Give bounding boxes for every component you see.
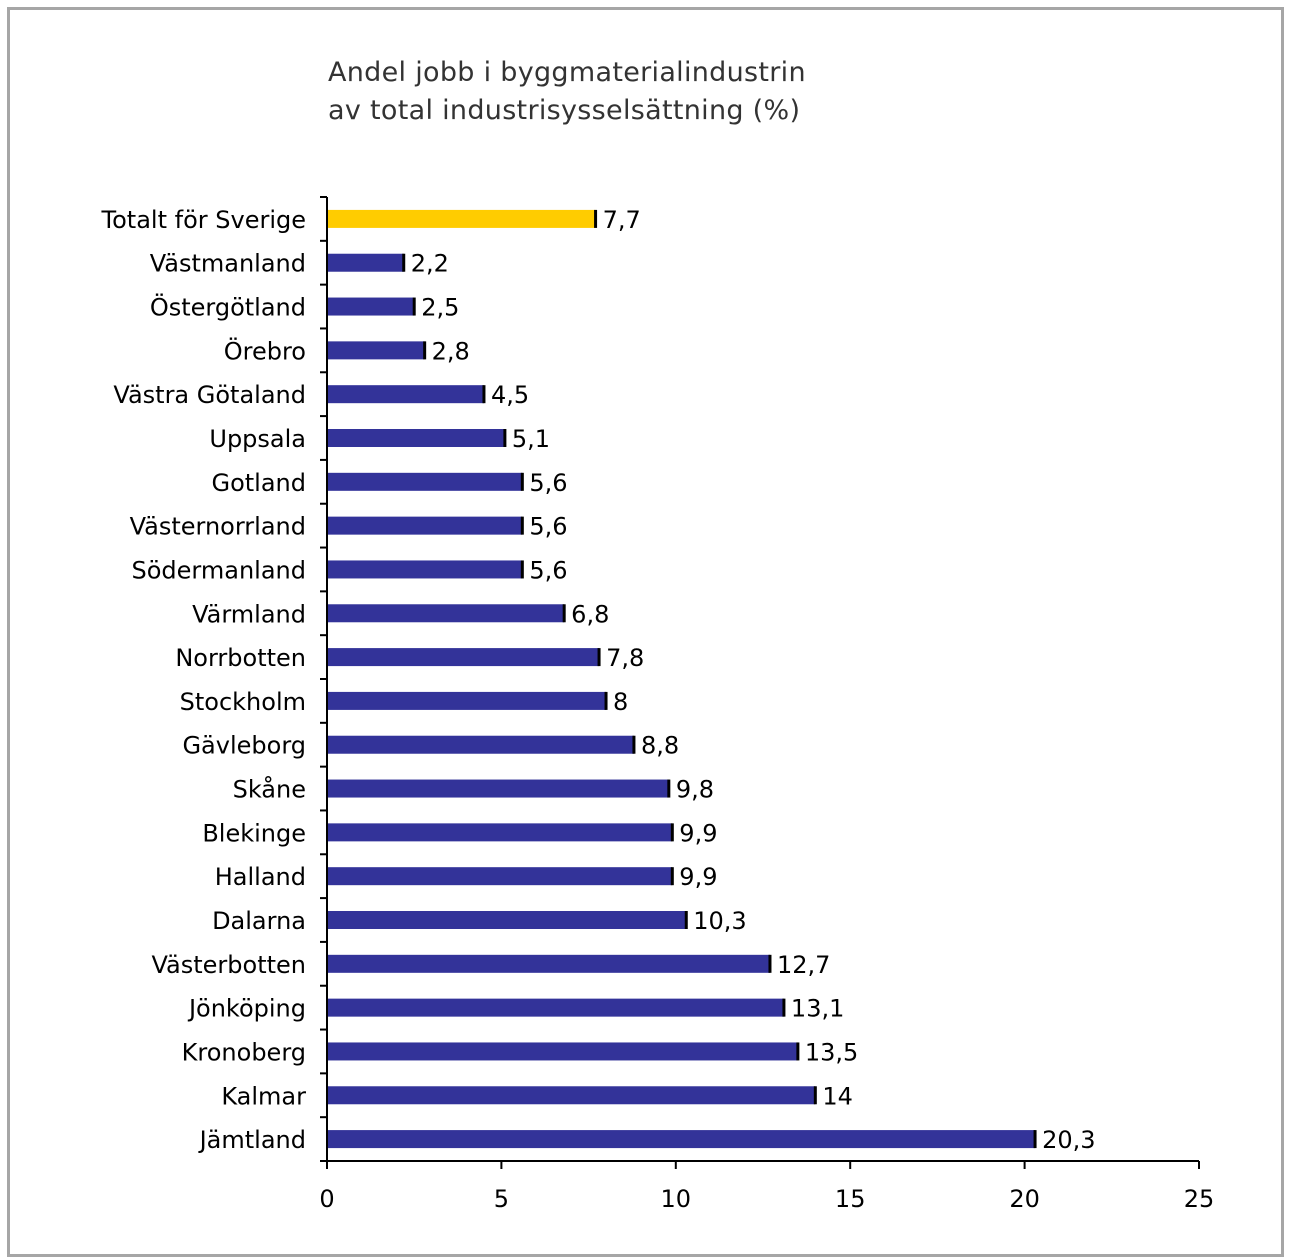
category-label: Östergötland	[150, 293, 306, 322]
category-label: Norrbotten	[175, 644, 306, 672]
category-label: Uppsala	[209, 425, 306, 453]
category-label: Stockholm	[180, 688, 306, 716]
x-tick-label: 20	[1009, 1185, 1040, 1213]
bar	[328, 998, 784, 1017]
bar	[328, 341, 425, 360]
value-label: 13,5	[805, 1038, 858, 1066]
bar	[328, 472, 523, 491]
value-label: 13,1	[791, 995, 844, 1023]
category-label: Västra Götaland	[113, 381, 306, 409]
chart-title: Andel jobb i byggmaterialindustrin av to…	[328, 54, 806, 130]
value-label: 2,8	[432, 337, 470, 365]
bar	[328, 1130, 1036, 1149]
bar	[328, 604, 565, 623]
x-tick-label: 5	[494, 1185, 509, 1213]
category-label: Skåne	[233, 775, 306, 804]
value-label: 14	[822, 1082, 853, 1110]
category-label: Jönköping	[187, 995, 306, 1023]
x-tick-label: 25	[1184, 1185, 1215, 1213]
bar	[328, 253, 404, 272]
value-label: 9,9	[679, 819, 717, 847]
category-label: Södermanland	[132, 556, 306, 584]
value-label: 12,7	[777, 951, 830, 979]
bar	[328, 735, 634, 754]
value-label: 5,1	[512, 425, 550, 453]
category-label: Gävleborg	[182, 732, 306, 760]
bar	[328, 1042, 798, 1061]
value-label: 10,3	[693, 907, 746, 935]
category-label: Örebro	[224, 336, 306, 365]
value-label: 5,6	[529, 513, 567, 541]
category-label: Gotland	[211, 469, 306, 497]
bar	[328, 779, 669, 798]
value-label: 2,2	[411, 250, 449, 278]
bar	[328, 911, 687, 929]
category-label: Kronoberg	[182, 1038, 306, 1066]
bar	[328, 560, 523, 579]
value-label: 4,5	[491, 381, 529, 409]
x-tick-label: 15	[835, 1185, 866, 1213]
value-label: 9,9	[679, 863, 717, 891]
category-label: Halland	[215, 863, 306, 891]
bar	[328, 691, 607, 710]
category-label: Dalarna	[212, 907, 306, 935]
value-label: 5,6	[529, 556, 567, 584]
value-label: 8	[613, 688, 628, 716]
category-label: Blekinge	[202, 819, 306, 847]
bar	[328, 385, 484, 404]
x-tick-label: 10	[661, 1185, 692, 1213]
category-label: Värmland	[192, 600, 306, 628]
category-label: Västmanland	[150, 250, 306, 278]
bar	[328, 297, 415, 316]
bar	[328, 429, 505, 447]
chart-title-line-2: av total industrisysselsättning (%)	[328, 95, 801, 126]
value-label: 7,7	[603, 206, 641, 234]
value-label: 5,6	[529, 469, 567, 497]
chart-title-line-1: Andel jobb i byggmaterialindustrin	[328, 57, 806, 88]
value-label: 20,3	[1042, 1126, 1095, 1154]
bar	[328, 648, 600, 667]
value-label: 8,8	[641, 732, 679, 760]
category-label: Kalmar	[221, 1082, 306, 1110]
category-label: Västerbotten	[151, 951, 306, 979]
bar	[328, 823, 673, 842]
value-label: 7,8	[606, 644, 644, 672]
bar	[328, 867, 673, 886]
bar	[328, 1086, 816, 1105]
value-label: 2,5	[421, 294, 459, 322]
bar	[328, 954, 770, 973]
category-label: Jämtland	[198, 1126, 306, 1154]
value-label: 9,8	[676, 776, 714, 804]
category-label: Totalt för Sverige	[101, 206, 306, 234]
bar	[328, 516, 523, 535]
value-label: 6,8	[571, 600, 609, 628]
bar	[328, 209, 596, 228]
x-tick-label: 0	[319, 1185, 334, 1213]
category-label: Västernorrland	[130, 513, 306, 541]
